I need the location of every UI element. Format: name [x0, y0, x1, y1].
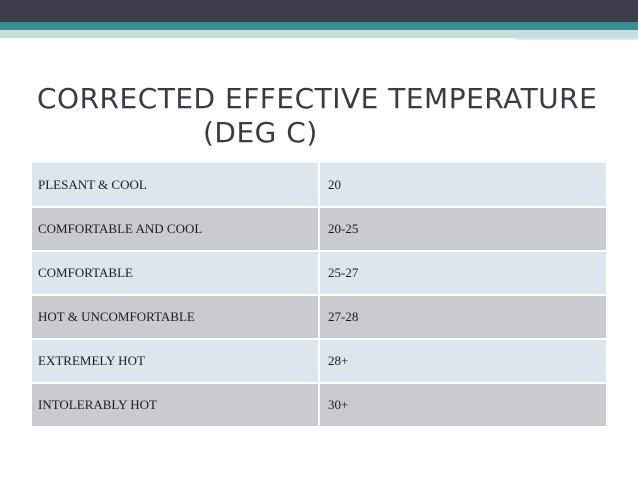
row-value: 28+ — [319, 339, 606, 384]
table-row: PLESANT & COOL 20 — [32, 163, 606, 208]
row-label: PLESANT & COOL — [32, 163, 320, 208]
row-label: COMFORTABLE AND COOL — [32, 207, 320, 252]
header-band-divider — [0, 44, 638, 45]
row-label: COMFORTABLE — [32, 251, 320, 296]
row-value: 20 — [319, 163, 606, 208]
header-band-teal-light — [0, 30, 638, 38]
slide-title-line-2: (DEG C) — [203, 116, 318, 149]
row-value: 20-25 — [319, 207, 606, 252]
header-band-teal — [0, 22, 638, 30]
table-row: EXTREMELY HOT 28+ — [32, 339, 606, 384]
row-label: INTOLERABLY HOT — [32, 383, 320, 428]
temperature-table: PLESANT & COOL 20 COMFORTABLE AND COOL 2… — [32, 163, 606, 428]
row-label: HOT & UNCOMFORTABLE — [32, 295, 320, 340]
row-value: 25-27 — [319, 251, 606, 296]
row-value: 27-28 — [319, 295, 606, 340]
slide-title-line-1: CORRECTED EFFECTIVE TEMPERATURE — [37, 82, 598, 115]
header-band-notch — [515, 38, 638, 46]
header-band-dark — [0, 0, 638, 22]
table-row: COMFORTABLE AND COOL 20-25 — [32, 207, 606, 252]
slide-title: CORRECTED EFFECTIVE TEMPERATURE (DEG C) — [37, 82, 617, 150]
table-row: HOT & UNCOMFORTABLE 27-28 — [32, 295, 606, 340]
row-label: EXTREMELY HOT — [32, 339, 320, 384]
row-value: 30+ — [319, 383, 606, 428]
table-row: INTOLERABLY HOT 30+ — [32, 383, 606, 428]
table-row: COMFORTABLE 25-27 — [32, 251, 606, 296]
